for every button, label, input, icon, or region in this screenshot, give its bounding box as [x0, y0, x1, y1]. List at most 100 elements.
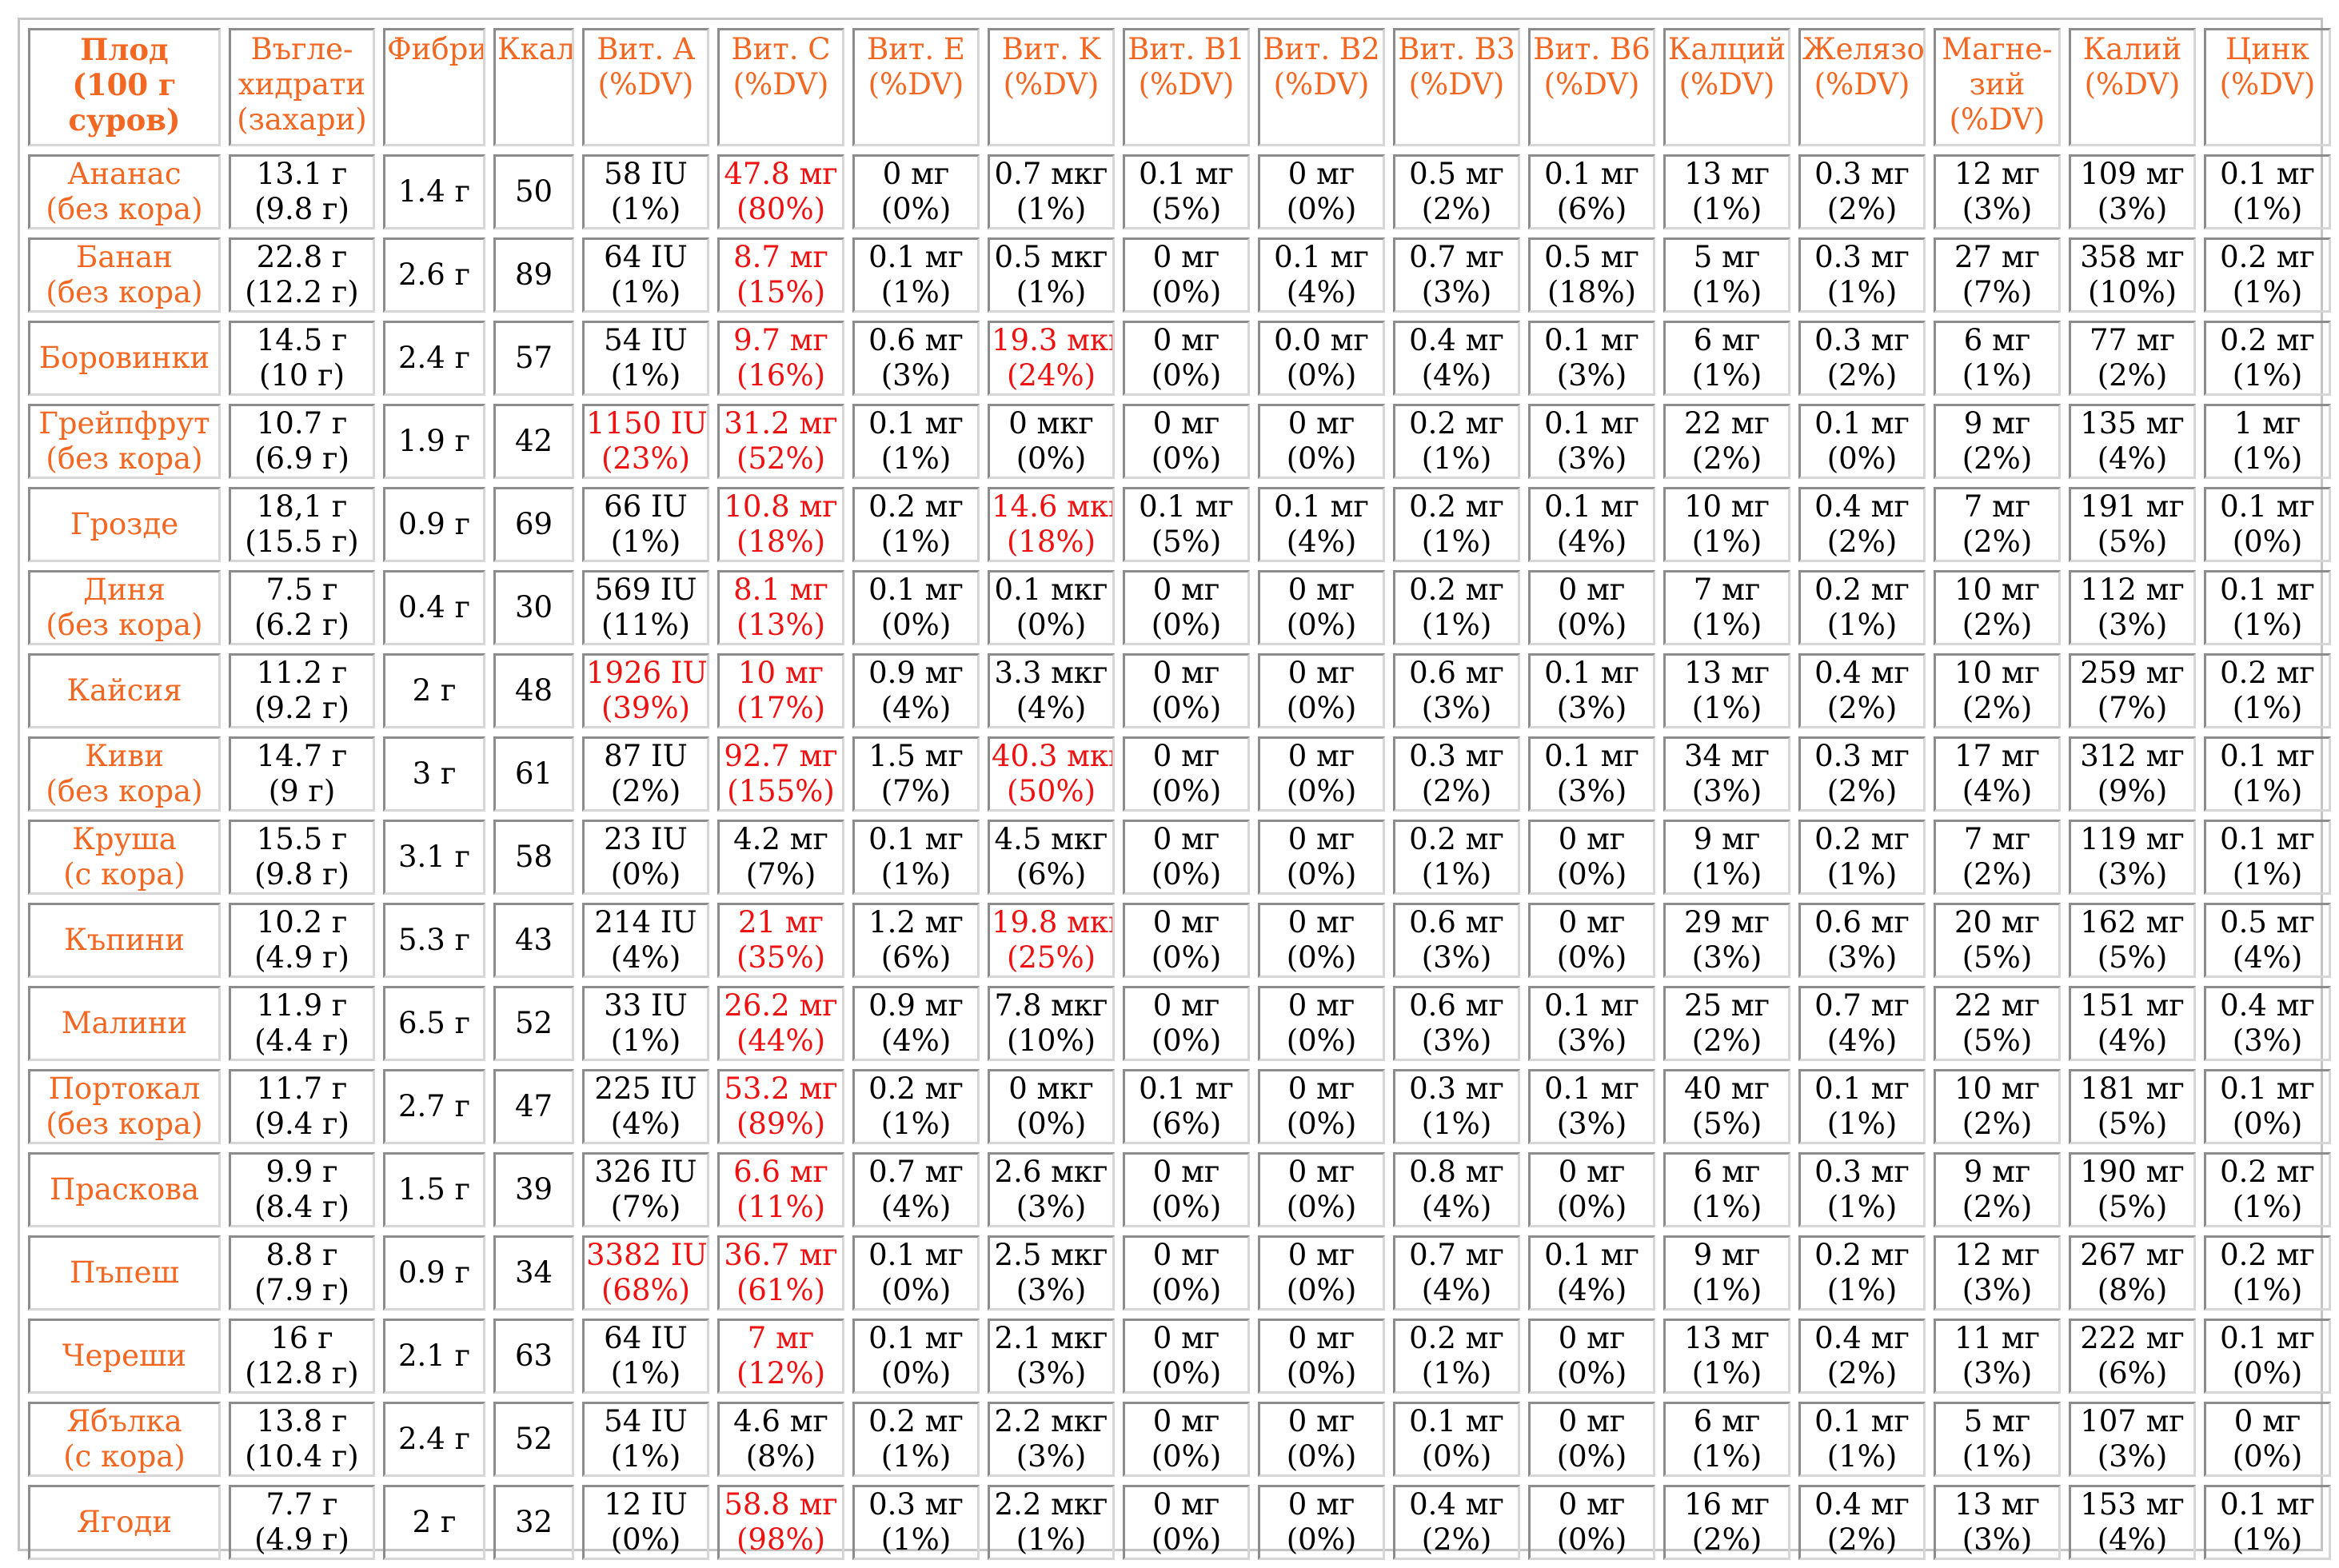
column-header-line: (%DV) [2219, 67, 2316, 102]
iron-cell: 0.4 мг (2%) [1798, 1485, 1926, 1560]
magnesium-cell: 10 мг (2%) [1934, 570, 2061, 645]
cell-value-line: (0%) [1556, 608, 1627, 642]
kcal-cell: 43 [493, 903, 574, 978]
cell-value-line: (1%) [610, 1023, 681, 1058]
cell-value-line: (1%) [880, 441, 952, 476]
fruit-name-cell: Ябълка (с кора) [28, 1402, 221, 1477]
cell-value-line: 2.5 мкг [994, 1238, 1108, 1272]
potassium-cell: 312 мг (9%) [2069, 736, 2196, 812]
cell-value-line: 50 [514, 174, 553, 209]
magnesium-cell: 27 мг (7%) [1934, 237, 2061, 313]
cell-value-line: 1.2 мг [868, 905, 964, 940]
vit-k-cell: 19.8 мкг (25%) [988, 903, 1115, 978]
magnesium-cell: 7 мг (2%) [1934, 487, 2061, 562]
cell-value-line: 0.1 мг [2220, 157, 2315, 191]
cell-value-line: (3%) [880, 358, 952, 393]
cell-value-line: 0 мг [1152, 822, 1220, 856]
cell-value-line: (5%) [1962, 940, 2033, 975]
zinc-cell: 0.1 мг (0%) [2204, 487, 2331, 562]
column-header-line: Ккал [497, 32, 574, 66]
cell-value-line: 54 IU [604, 1404, 688, 1438]
vit-k-cell: 2.6 мкг (3%) [988, 1152, 1115, 1227]
cell-value-line: (1%) [2232, 275, 2303, 309]
cell-value-line: 1.5 г [398, 1172, 470, 1207]
cell-value-line: 312 мг [2080, 739, 2185, 773]
cell-value-line: 0.2 мг [1814, 822, 1910, 856]
vit-k-cell: 3.3 мкг (4%) [988, 653, 1115, 728]
iron-cell: 0.1 мг (1%) [1798, 1069, 1926, 1144]
cell-value-line: 0.1 мг [2220, 822, 2315, 856]
cell-value-line: (8%) [745, 1439, 816, 1474]
cell-value-line: 10 мг [1683, 489, 1770, 524]
cell-value-line: (1%) [1691, 1273, 1762, 1307]
cell-value-line: (2%) [1962, 857, 2033, 892]
vit-b1-cell: 0 мг (0%) [1123, 1402, 1250, 1477]
cell-value-line: 0.2 мг [1409, 406, 1504, 441]
fruit-name-line: Малини [61, 1006, 188, 1040]
table-row: Череши 16 г (12.8 г) 2.1 г 63 64 IU (1%) 7 мг (1… [28, 1319, 2331, 1394]
vit-b2-cell: 0 мг (0%) [1258, 570, 1385, 645]
cell-value-line: 0.1 мг [1544, 323, 1639, 357]
cell-value-line: 77 мг [2089, 323, 2175, 357]
cell-value-line: (3%) [1016, 1439, 1087, 1474]
vit-b1-cell: 0.1 мг (5%) [1123, 154, 1250, 229]
fruit-name-line: Диня [83, 573, 166, 607]
fruit-name-cell: Киви (без кора) [28, 736, 221, 812]
cell-value-line: (0%) [1151, 1023, 1222, 1058]
kcal-cell: 42 [493, 404, 574, 479]
vit-c-cell: 7 мг (12%) [717, 1319, 844, 1394]
column-header-line: Калций [1667, 32, 1786, 66]
potassium-cell: 119 мг (3%) [2069, 820, 2196, 895]
column-header-line: (100 г [72, 67, 177, 102]
cell-value-line: (1%) [610, 525, 681, 559]
cell-value-line: 0.5 мг [1409, 157, 1504, 191]
cell-value-line: (2%) [1826, 192, 1898, 226]
vit-b6-cell: 0.1 мг (3%) [1528, 321, 1655, 396]
cell-value-line: 0.3 мг [1814, 739, 1910, 773]
cell-value-line: 19.3 мкг [992, 323, 1115, 357]
cell-value-line: (0%) [2232, 1439, 2303, 1474]
cell-value-line: (1%) [2232, 857, 2303, 892]
vit-e-cell: 0.6 мг (3%) [852, 321, 980, 396]
vit-e-cell: 0.1 мг (0%) [852, 1235, 980, 1311]
cell-value-line: (0%) [1286, 608, 1357, 642]
fruit-name-cell: Кайсия [28, 653, 221, 728]
cell-value-line: 7.8 мкг [994, 988, 1108, 1023]
cell-value-line: (0%) [1016, 608, 1087, 642]
potassium-cell: 358 мг (10%) [2069, 237, 2196, 313]
fruit-name-line: Пъпеш [70, 1255, 179, 1290]
vit-a-cell: 326 IU (7%) [582, 1152, 709, 1227]
column-header-line: Вит. B2 [1263, 32, 1380, 66]
fruit-name-cell: Банан (без кора) [28, 237, 221, 313]
cell-value-line: (0%) [1151, 441, 1222, 476]
vit-b3-cell: 0.7 мг (3%) [1393, 237, 1520, 313]
cell-value-line: 0.4 мг [1814, 489, 1910, 524]
vit-a-cell: 225 IU (4%) [582, 1069, 709, 1144]
cell-value-line: (4%) [1286, 525, 1357, 559]
vit-b3-cell: 0.2 мг (1%) [1393, 1319, 1520, 1394]
carbs-cell: 18,1 г (15.5 г) [229, 487, 375, 562]
cell-value-line: 48 [514, 673, 553, 708]
fiber-cell: 3 г [383, 736, 485, 812]
calcium-cell: 6 мг (1%) [1663, 1402, 1790, 1477]
cell-value-line: 0.6 мг [868, 323, 964, 357]
cell-value-line: 27 мг [1954, 240, 2040, 274]
cell-value-line: 9.9 г [265, 1155, 338, 1189]
fruit-name-line: (без кора) [46, 608, 203, 642]
potassium-cell: 181 мг (5%) [2069, 1069, 2196, 1144]
cell-value-line: 10 мг [1954, 656, 2040, 690]
cell-value-line: 0.3 мг [1814, 157, 1910, 191]
header-row: Плод (100 г суров) Въглe-хидрати (захари) Фиб… [28, 28, 2331, 146]
cell-value-line: (1%) [1421, 441, 1492, 476]
cell-value-line: (80%) [736, 192, 826, 226]
cell-value-line: 0.3 мг [1409, 1071, 1504, 1106]
kcal-cell: 34 [493, 1235, 574, 1311]
iron-cell: 0.4 мг (2%) [1798, 653, 1926, 728]
vit-b3-cell: 0.6 мг (3%) [1393, 653, 1520, 728]
cell-value-line: (1%) [2232, 774, 2303, 808]
fiber-cell: 0.9 г [383, 487, 485, 562]
vit-b6-cell: 0.5 мг (18%) [1528, 237, 1655, 313]
cell-value-line: (4%) [610, 1107, 681, 1141]
cell-value-line: 34 мг [1683, 739, 1770, 773]
cell-value-line: 214 IU [594, 905, 697, 940]
